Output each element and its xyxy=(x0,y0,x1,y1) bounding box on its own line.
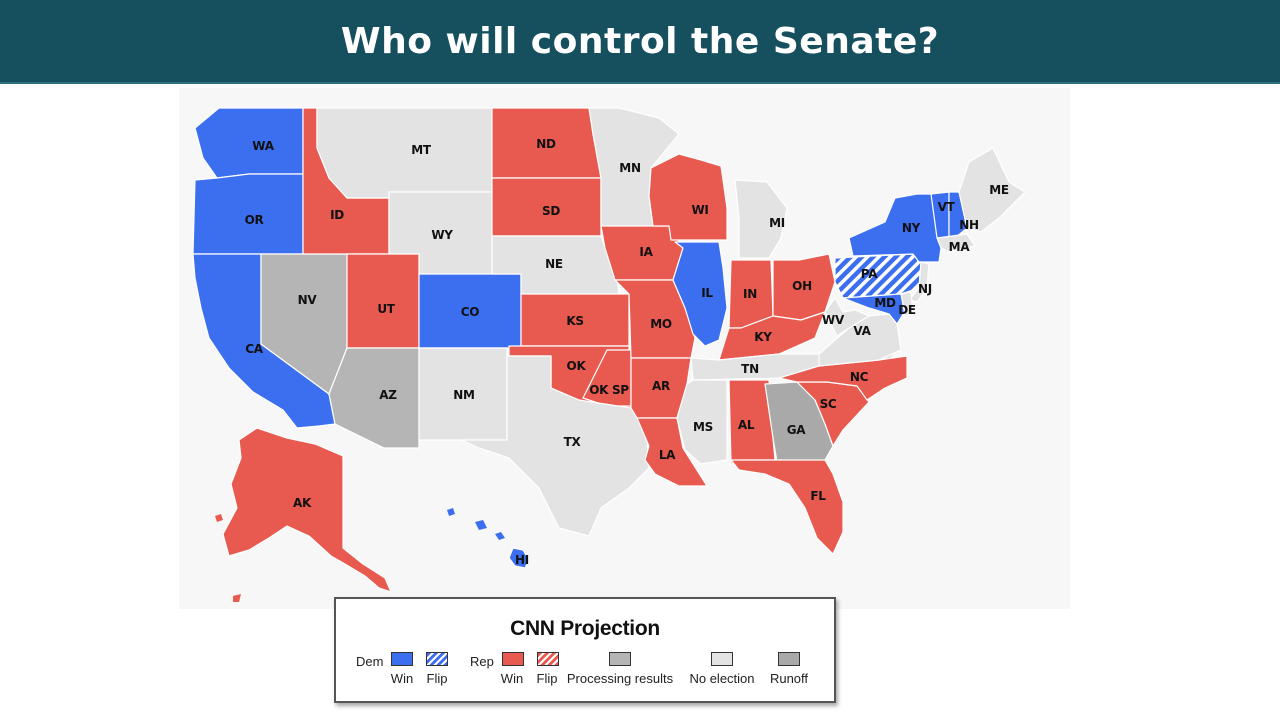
state-label-de: DE xyxy=(898,303,916,317)
state-label-ut: UT xyxy=(377,302,395,316)
state-label-md: MD xyxy=(874,296,896,310)
state-label-or: OR xyxy=(244,213,264,227)
state-label-fl: FL xyxy=(810,489,826,503)
legend-dem-flip-caption: Flip xyxy=(426,671,448,686)
state-de[interactable] xyxy=(900,291,914,317)
state-label-ny: NY xyxy=(901,221,921,235)
state-label-pa: PA xyxy=(860,267,878,281)
state-label-ks: KS xyxy=(566,314,584,328)
state-mt[interactable] xyxy=(316,107,493,199)
state-label-ne: NE xyxy=(545,257,563,271)
legend-dem-win-swatch xyxy=(391,652,413,666)
state-label-nv: NV xyxy=(297,293,317,307)
state-label-id: ID xyxy=(330,208,344,222)
legend-title: CNN Projection xyxy=(510,617,660,640)
state-label-hi: HI xyxy=(515,553,529,567)
hawaii-island-2 xyxy=(475,520,487,530)
alaska-island-2 xyxy=(233,594,241,602)
state-label-ma: MA xyxy=(948,240,970,254)
legend-processing-caption: Processing results xyxy=(566,671,674,686)
state-label-oh: OH xyxy=(792,279,812,293)
state-label-mn: MN xyxy=(619,161,641,175)
state-hi[interactable] xyxy=(508,547,530,569)
state-label-nh: NH xyxy=(959,218,979,232)
state-wa[interactable] xyxy=(194,107,304,179)
legend-rep-flip-swatch xyxy=(537,652,559,666)
state-wv[interactable] xyxy=(824,297,870,337)
legend-processing-swatch xyxy=(609,652,631,666)
state-label-in: IN xyxy=(743,287,757,301)
state-label-wv: WV xyxy=(822,313,844,327)
legend-box: CNN Projection Dem Rep Win Flip Win Flip… xyxy=(334,597,836,703)
state-mi[interactable] xyxy=(734,179,788,259)
state-label-ky: KY xyxy=(754,330,772,344)
page-title: Who will control the Senate? xyxy=(340,20,940,62)
state-label-nj: NJ xyxy=(918,282,932,296)
state-me[interactable] xyxy=(958,147,1026,233)
state-label-al: AL xyxy=(737,418,755,432)
state-label-az: AZ xyxy=(379,388,397,402)
state-label-mt: MT xyxy=(411,143,431,157)
state-label-vt: VT xyxy=(937,200,955,214)
legend-rep-flip-caption: Flip xyxy=(536,671,558,686)
legend-runoff-caption: Runoff xyxy=(769,671,809,686)
legend-dem-label: Dem xyxy=(356,654,384,669)
state-il[interactable] xyxy=(672,241,728,347)
hawaii-island-3 xyxy=(495,532,505,540)
state-label-va: VA xyxy=(853,324,871,338)
state-fl[interactable] xyxy=(730,459,844,555)
state-label-sc: SC xyxy=(819,397,837,411)
state-label-sd: SD xyxy=(541,204,561,218)
state-label-nc: NC xyxy=(849,370,869,384)
legend-no-election-caption: No election xyxy=(689,671,755,686)
state-label-ms: MS xyxy=(693,420,713,434)
state-label-la: LA xyxy=(658,448,676,462)
state-label-il: IL xyxy=(701,286,713,300)
state-label-ok: OK xyxy=(566,359,586,373)
state-nh[interactable] xyxy=(948,191,968,239)
legend-rep-label: Rep xyxy=(470,654,494,669)
state-nj[interactable] xyxy=(908,261,930,303)
state-label-mi: MI xyxy=(769,216,785,230)
state-label-me: ME xyxy=(989,183,1009,197)
state-label-nm: NM xyxy=(453,388,475,402)
legend-dem-win-caption: Win xyxy=(390,671,414,686)
state-label-wa: WA xyxy=(252,139,274,153)
state-label-ia: IA xyxy=(639,245,653,259)
senate-map[interactable]: WA OR CA NV ID MT WY UT CO AZ NM ND SD NE KS OK OK SP TX M… xyxy=(179,88,1070,609)
state-ut[interactable] xyxy=(346,253,420,349)
state-label-mo: MO xyxy=(650,317,672,331)
state-label-nd: ND xyxy=(536,137,556,151)
us-map-svg xyxy=(192,107,1026,602)
state-pa[interactable] xyxy=(834,253,922,299)
state-tx[interactable] xyxy=(460,355,650,537)
legend-dem-flip-swatch xyxy=(426,652,448,666)
hawaii-island-1 xyxy=(447,508,455,516)
state-wi[interactable] xyxy=(648,153,728,241)
state-label-tn: TN xyxy=(741,362,759,376)
state-label-ga: GA xyxy=(786,423,806,437)
state-label-wi: WI xyxy=(691,203,709,217)
state-label-ok-sp: OK SP xyxy=(589,383,629,397)
state-label-ar: AR xyxy=(652,379,670,393)
state-label-tx: TX xyxy=(563,435,581,449)
legend-rep-win-swatch xyxy=(502,652,524,666)
legend-no-election-swatch xyxy=(711,652,733,666)
state-az[interactable] xyxy=(328,347,420,449)
legend-rep-win-caption: Win xyxy=(500,671,524,686)
legend-runoff-swatch xyxy=(778,652,800,666)
state-ak[interactable] xyxy=(222,427,392,593)
state-label-ak: AK xyxy=(293,496,311,510)
alaska-island-1 xyxy=(215,514,223,522)
state-label-wy: WY xyxy=(431,228,453,242)
state-ms[interactable] xyxy=(676,379,728,465)
state-label-co: CO xyxy=(460,305,480,319)
title-banner: Who will control the Senate? xyxy=(0,0,1280,84)
state-ma[interactable] xyxy=(936,233,976,253)
state-ny[interactable] xyxy=(848,193,942,263)
state-label-ca: CA xyxy=(245,342,263,356)
